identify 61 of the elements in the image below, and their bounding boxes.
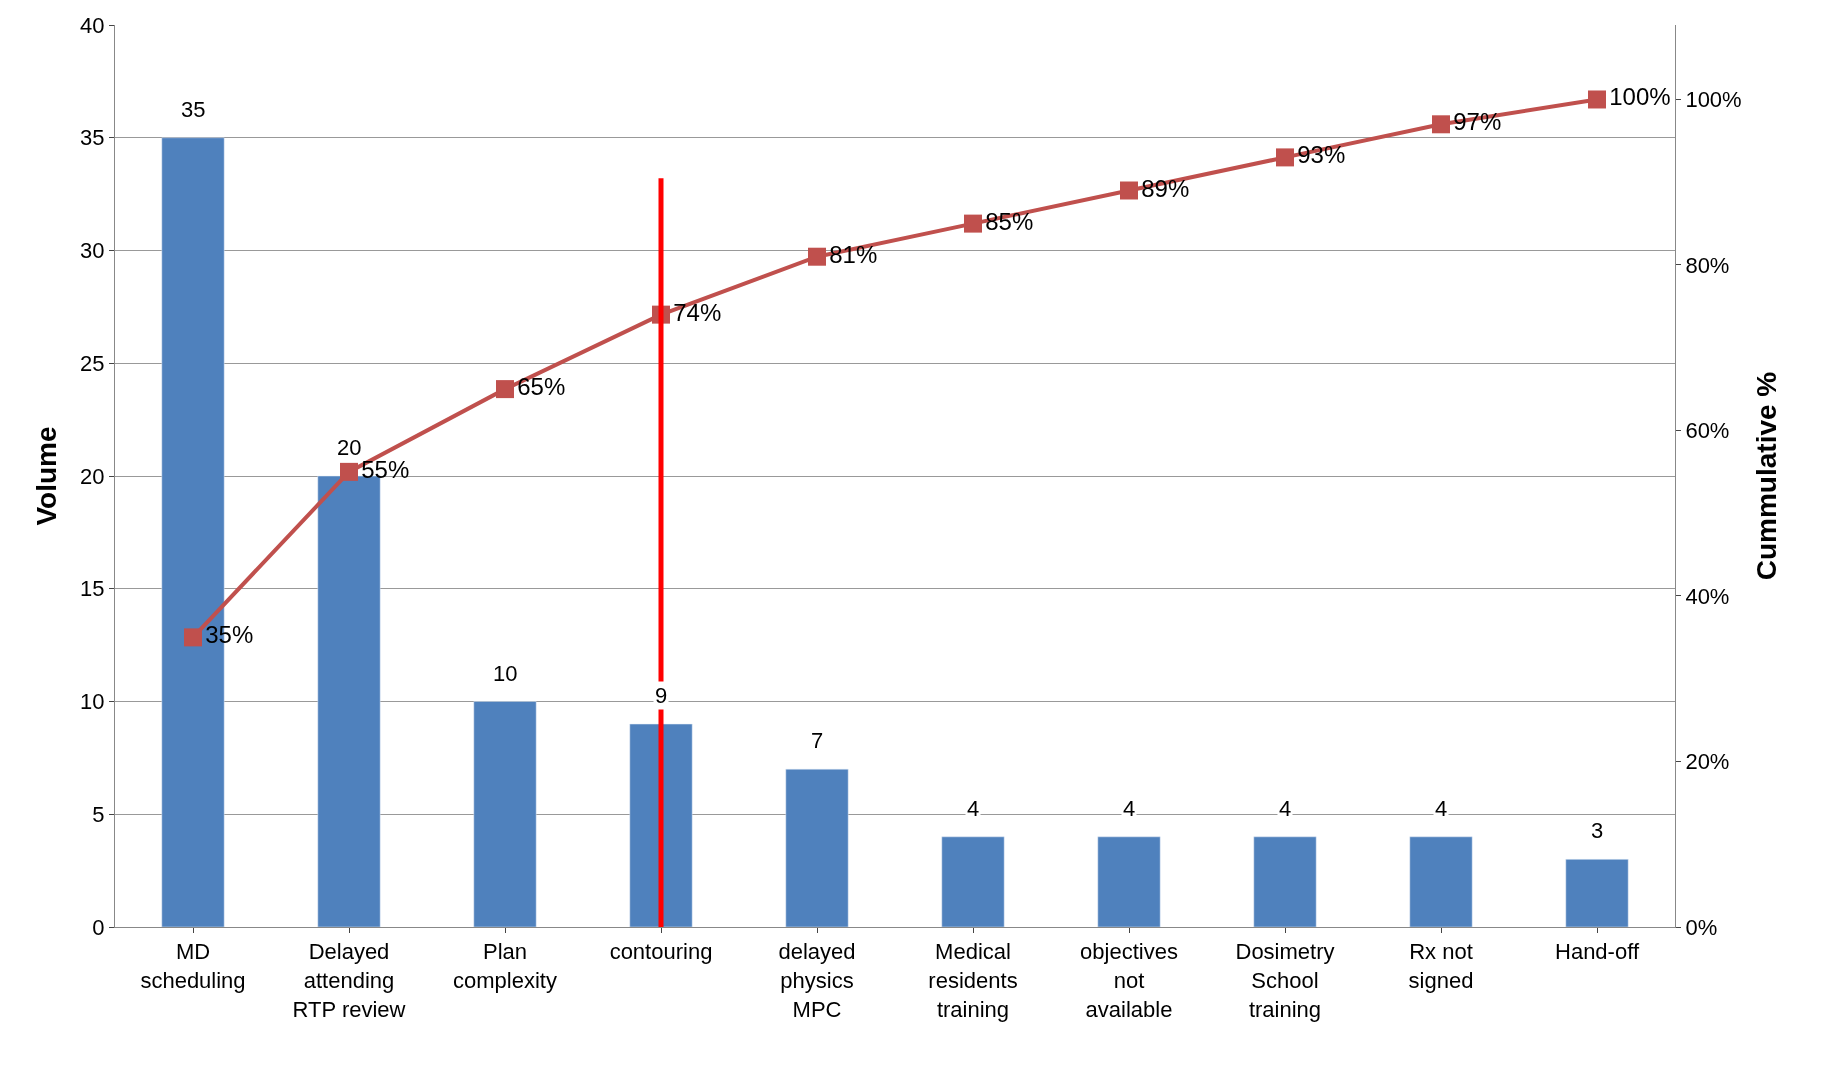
- y-tick-label: 20: [80, 463, 105, 489]
- bar: [1409, 836, 1473, 927]
- bar: [1097, 836, 1161, 927]
- y2-tick-label: 0%: [1685, 914, 1718, 940]
- y2-tick-label: 100%: [1685, 87, 1742, 113]
- point: [184, 628, 202, 647]
- y2-tick-label: 80%: [1685, 252, 1730, 278]
- bar: [785, 768, 849, 927]
- data-label: 4: [1123, 796, 1136, 821]
- data-label: 9: [655, 683, 668, 708]
- x-tick-label: contouring: [609, 939, 713, 965]
- x-tick-label: objectives not available: [1080, 939, 1178, 1022]
- y-tick-label: 5: [92, 801, 105, 827]
- x-tick-label: Delayed attending RTP review: [292, 939, 406, 1022]
- bar: [629, 723, 693, 927]
- y-tick-label: 25: [80, 350, 105, 376]
- data-label: 3: [1591, 818, 1604, 843]
- x-tick-label: Plan complexity: [453, 939, 557, 993]
- data-label: 100%: [1609, 83, 1671, 111]
- y2-tick-label: 60%: [1685, 418, 1730, 444]
- point: [496, 380, 514, 399]
- y-tick-label: 15: [80, 576, 105, 602]
- y-tick-label: 35: [80, 125, 105, 151]
- data-label: 65%: [517, 373, 566, 401]
- data-label: 4: [967, 796, 980, 821]
- x-tick-label: Medical residents training: [928, 939, 1018, 1022]
- y2-tick-label: 20%: [1685, 749, 1730, 775]
- x-tick-label: delayed physics MPC: [778, 939, 856, 1022]
- bar: [1253, 836, 1317, 927]
- data-label: 85%: [985, 207, 1034, 235]
- data-label: 55%: [361, 455, 410, 483]
- bar: [1565, 859, 1629, 927]
- y2-axis-title: Cummulative %: [1750, 371, 1782, 581]
- data-label: 93%: [1297, 141, 1346, 169]
- y-tick-label: 30: [80, 238, 105, 264]
- data-label: 4: [1435, 796, 1448, 821]
- data-label: 35: [181, 97, 206, 122]
- data-label: 7: [811, 728, 824, 753]
- y-axis-title: Volume: [30, 426, 62, 526]
- data-label: 89%: [1141, 174, 1190, 202]
- data-label: 4: [1279, 796, 1292, 821]
- x-tick-label: Rx not signed: [1408, 939, 1474, 993]
- y2-tick-label: 40%: [1685, 583, 1730, 609]
- x-tick-label: Hand-off: [1555, 939, 1640, 965]
- data-label: 20: [337, 435, 362, 460]
- point: [340, 462, 358, 481]
- point: [1432, 115, 1450, 134]
- point: [964, 214, 982, 233]
- data-label: 10: [493, 661, 518, 686]
- x-tick-label: Dosimetry School training: [1235, 939, 1335, 1022]
- bar: [473, 701, 537, 927]
- point: [1120, 181, 1138, 200]
- point: [1276, 148, 1294, 167]
- y-tick-label: 0: [92, 914, 105, 940]
- data-label: 74%: [673, 298, 722, 326]
- point: [1588, 90, 1606, 109]
- y-tick-label: 10: [80, 689, 105, 715]
- y-tick-label: 40: [80, 12, 105, 38]
- bar: [941, 836, 1005, 927]
- point: [808, 247, 826, 266]
- x-tick-label: MD scheduling: [140, 939, 246, 993]
